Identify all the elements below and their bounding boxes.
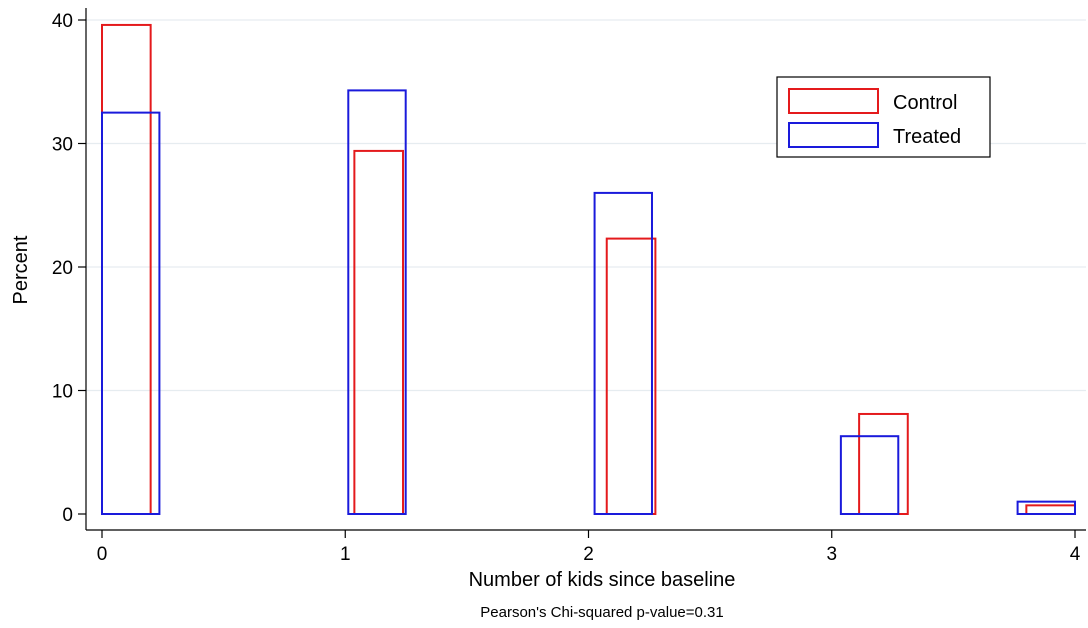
y-tick-label: 30 — [52, 135, 73, 156]
bar-treated-2 — [593, 191, 653, 515]
y-tick-label: 0 — [62, 505, 73, 526]
bar-control-4 — [1025, 504, 1076, 516]
y-axis-title: Percent — [10, 235, 32, 304]
bar-treated-1 — [347, 89, 407, 516]
legend-label-treated: Treated — [893, 126, 961, 148]
bar-treated-0 — [101, 111, 161, 515]
x-axis-title: Number of kids since baseline — [469, 569, 736, 591]
bar-control-3 — [858, 412, 909, 515]
axes-layer: 0 10 20 30 40 0 1 2 3 4 — [52, 8, 1086, 565]
bar-control-1 — [353, 149, 405, 515]
bar-treated-3 — [839, 435, 900, 516]
legend-box — [776, 76, 991, 158]
x-tick-label: 3 — [826, 544, 837, 565]
grid-lines — [86, 19, 1086, 392]
bar-control-2 — [605, 237, 657, 515]
x-tick-label: 4 — [1070, 544, 1081, 565]
x-tick-label: 1 — [340, 544, 351, 565]
legend-label-control: Control — [893, 92, 957, 114]
y-tick-label: 10 — [52, 382, 73, 403]
chart-note: Pearson's Chi-squared p-value=0.31 — [480, 604, 723, 621]
legend-swatch-treated — [788, 122, 879, 148]
x-tick-label: 0 — [97, 544, 108, 565]
bars-layer — [101, 23, 1077, 516]
y-tick-label: 20 — [52, 258, 73, 279]
bar-control-0 — [101, 23, 152, 515]
legend: Control Treated — [776, 76, 991, 158]
legend-swatch-control — [788, 88, 879, 114]
bar-treated-4 — [1016, 500, 1077, 515]
x-tick-label: 2 — [583, 544, 594, 565]
y-tick-label: 40 — [52, 11, 73, 32]
